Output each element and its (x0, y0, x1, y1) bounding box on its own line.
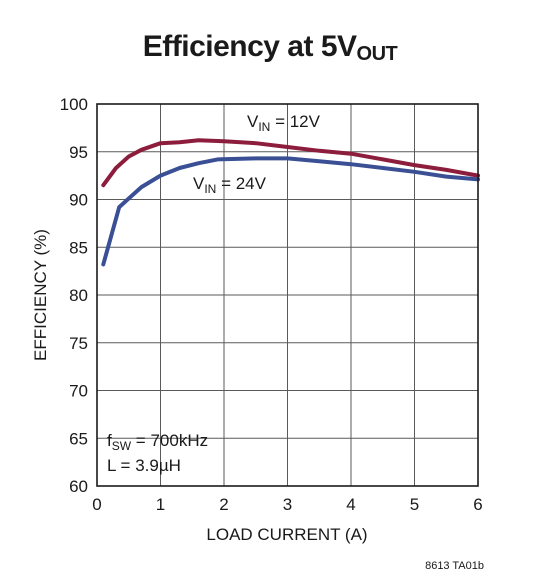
x-tick-label: 0 (92, 495, 101, 514)
tick-labels: 0 1 2 3 4 5 6 60 65 70 75 80 85 90 95 100 (60, 95, 483, 514)
series-line-vin-24v (101, 156, 480, 267)
series-label-vin-24v: VIN = 24V (193, 174, 267, 196)
y-axis-label: EFFICIENCY (%) (31, 229, 50, 361)
y-tick-label: 75 (69, 334, 88, 353)
x-tick-label: 2 (219, 495, 228, 514)
annotation-fsw: fSW = 700kHz (107, 431, 208, 453)
plot-frame (96, 103, 479, 487)
y-tick-label: 65 (69, 429, 88, 448)
annotation-inductance: L = 3.9µH (107, 456, 181, 475)
figure-id: 8613 TA01b (425, 560, 484, 572)
series-lines (101, 138, 480, 267)
y-tick-label: 60 (69, 477, 88, 496)
y-tick-label: 90 (69, 191, 88, 210)
y-tick-label: 95 (69, 143, 88, 162)
series-line-vin-12v (101, 138, 480, 188)
y-tick-label: 80 (69, 286, 88, 305)
grid (97, 104, 478, 486)
x-tick-label: 5 (410, 495, 419, 514)
x-axis-label: LOAD CURRENT (A) (206, 525, 367, 544)
y-tick-label: 70 (69, 382, 88, 401)
series-label-vin-12v: VIN = 12V (247, 112, 321, 134)
x-tick-label: 6 (473, 495, 482, 514)
x-tick-label: 3 (283, 495, 292, 514)
y-tick-label: 85 (69, 238, 88, 257)
chart-title: Efficiency at 5VOUT (142, 30, 398, 65)
y-tick-label: 100 (60, 95, 88, 114)
x-tick-label: 4 (346, 495, 355, 514)
x-tick-label: 1 (156, 495, 165, 514)
